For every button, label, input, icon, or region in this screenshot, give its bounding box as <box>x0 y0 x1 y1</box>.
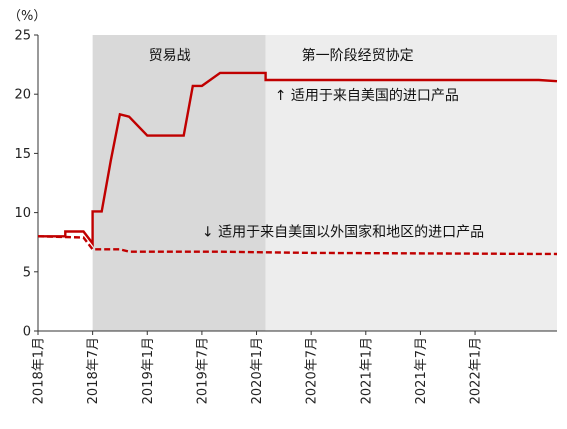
shaded-period-label-1: 贸易战 <box>149 48 191 64</box>
axes <box>34 34 557 335</box>
shaded-period-1 <box>92 35 266 331</box>
x-tick-label-1: 2018年1月 <box>32 337 47 404</box>
y-tick-label-0: 0 <box>23 325 31 340</box>
x-tick-label-8: 2021年7月 <box>414 337 429 404</box>
y-tick-label-20: 20 <box>14 88 31 103</box>
series-annotation-1: ↑ 适用于来自美国的进口产品 <box>275 88 459 104</box>
labels: 贸易战 第一阶段经贸协定 0 5 10 15 20 25 （%） 2018年1月 2018年7月 20… <box>8 9 484 404</box>
x-tick-label-7: 2021年1月 <box>359 337 374 404</box>
shaded-periods <box>92 35 557 331</box>
series-line-1 <box>38 71 558 247</box>
series-lines <box>37 71 558 256</box>
x-tick-label-2: 2018年7月 <box>86 337 101 404</box>
shaded-period-label-2: 第一阶段经贸协定 <box>302 47 414 64</box>
x-tick-label-9: 2022年1月 <box>469 337 484 404</box>
y-tick-label-5: 5 <box>23 265 31 280</box>
y-unit-label: （%） <box>8 9 46 24</box>
x-tick-label-5: 2020年1月 <box>250 337 265 404</box>
y-tick-label-15: 15 <box>14 147 31 162</box>
x-tick-label-6: 2020年7月 <box>305 337 320 404</box>
x-tick-label-3: 2019年1月 <box>141 337 156 404</box>
y-tick-label-10: 10 <box>14 206 31 221</box>
series-annotation-2: ↓ 适用于来自美国以外国家和地区的进口产品 <box>202 223 484 240</box>
y-tick-label-25: 25 <box>14 29 31 44</box>
series-line-2 <box>37 235 558 256</box>
x-tick-label-4: 2019年7月 <box>195 337 210 404</box>
shaded-period-2 <box>265 35 557 331</box>
